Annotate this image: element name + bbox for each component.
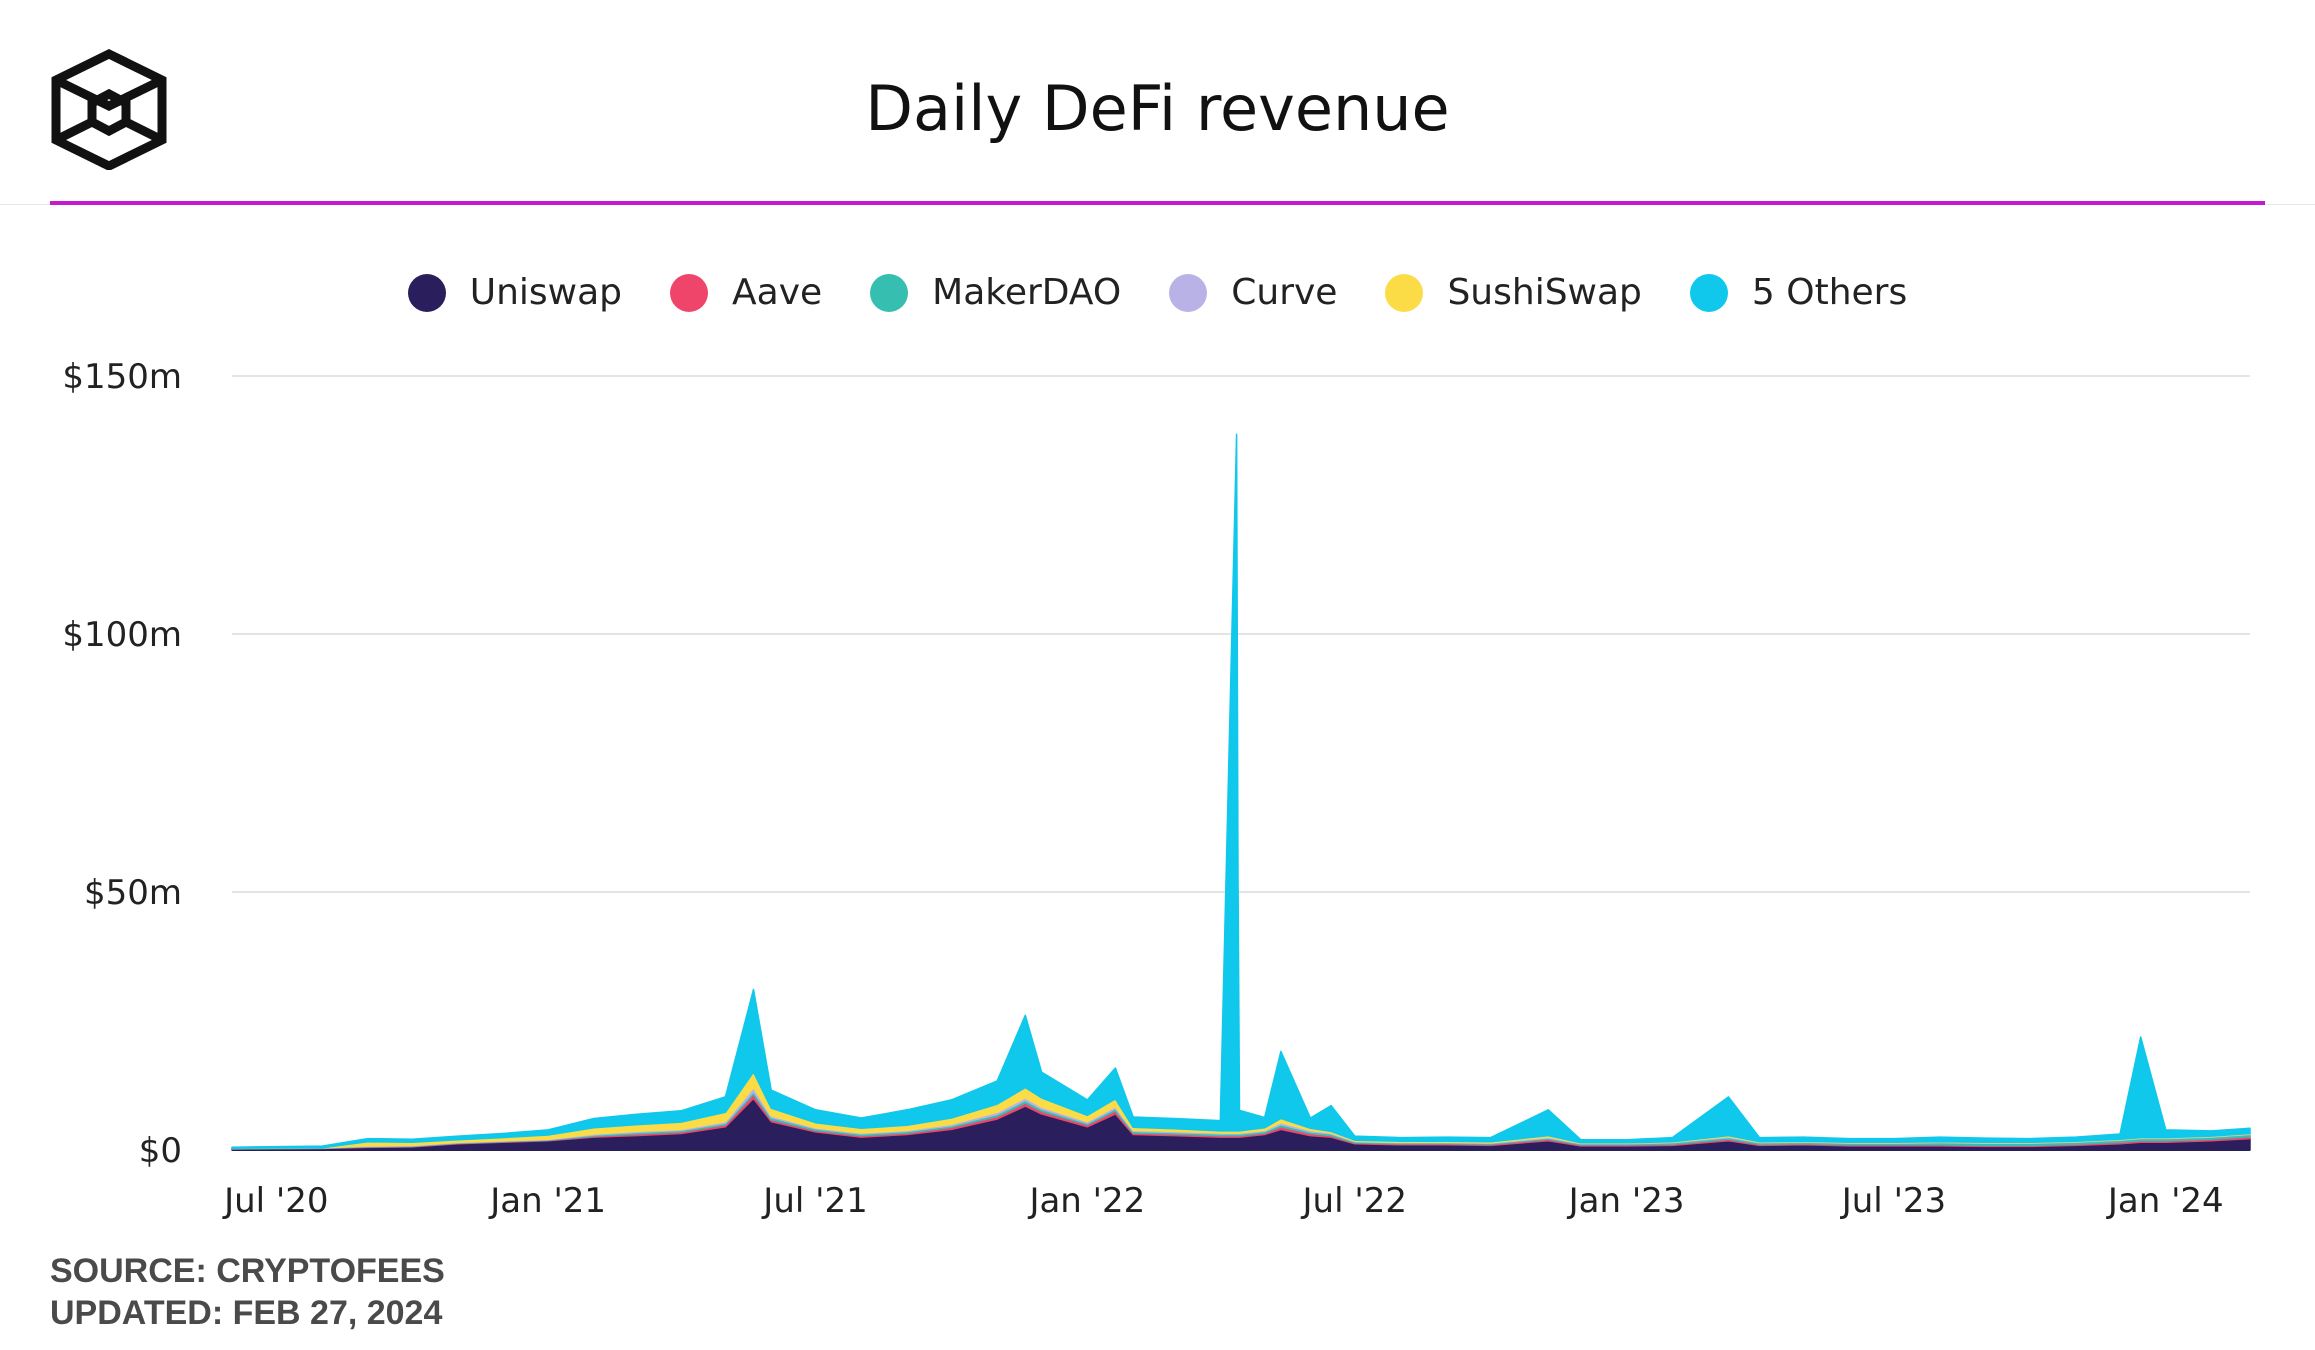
- legend-swatch: [1169, 273, 1208, 312]
- legend-item: Uniswap: [407, 272, 623, 313]
- legend-swatch: [407, 273, 446, 312]
- legend-item: MakerDAO: [870, 272, 1121, 313]
- x-tick-label: Jan '23: [1567, 1181, 1685, 1221]
- legend-label: 5 Others: [1751, 272, 1908, 313]
- area-series-5-others: [231, 433, 2251, 1149]
- cube-logo-icon: [51, 48, 167, 170]
- source-note: SOURCE: CRYPTOFEES: [50, 1252, 445, 1290]
- legend-swatch: [1689, 273, 1728, 312]
- stacked-areas: [231, 433, 2251, 1151]
- legend-label: MakerDAO: [932, 272, 1122, 313]
- gridlines: [232, 375, 2250, 1151]
- y-tick-label: $0: [139, 1131, 182, 1171]
- updated-note: UPDATED: FEB 27, 2024: [50, 1294, 443, 1332]
- legend-item: Aave: [670, 272, 822, 313]
- x-tick-label: Jul '22: [1301, 1181, 1407, 1221]
- legend-swatch: [870, 273, 909, 312]
- legend-item: SushiSwap: [1385, 272, 1642, 313]
- legend-swatch: [1385, 273, 1424, 312]
- x-tick-label: Jul '21: [761, 1181, 867, 1221]
- chart-legend: Uniswap Aave MakerDAO Curve SushiSwap 5 Other…: [0, 272, 2315, 313]
- y-tick-label: $50m: [84, 873, 182, 913]
- legend-item: 5 Others: [1689, 272, 1908, 313]
- y-axis: $0 $50m $100m $150m: [62, 357, 182, 1171]
- legend-label: Curve: [1231, 272, 1338, 313]
- legend-label: Aave: [732, 272, 823, 313]
- legend-swatch: [670, 273, 709, 312]
- x-tick-label: Jan '22: [1027, 1181, 1145, 1221]
- x-tick-label: Jan '21: [488, 1181, 606, 1221]
- chart-title: Daily DeFi revenue: [865, 72, 1450, 145]
- legend-item: Curve: [1169, 272, 1337, 313]
- accent-divider: [50, 201, 2265, 205]
- x-tick-label: Jul '20: [222, 1181, 328, 1221]
- x-axis: Jul '20 Jan '21 Jul '21 Jan '22 Jul '22 Jan '…: [222, 1181, 2224, 1221]
- legend-label: Uniswap: [469, 272, 623, 313]
- x-tick-label: Jan '24: [2106, 1181, 2224, 1221]
- y-tick-label: $100m: [62, 615, 182, 655]
- y-tick-label: $150m: [62, 357, 182, 397]
- x-tick-label: Jul '23: [1840, 1181, 1946, 1221]
- legend-label: SushiSwap: [1447, 272, 1642, 313]
